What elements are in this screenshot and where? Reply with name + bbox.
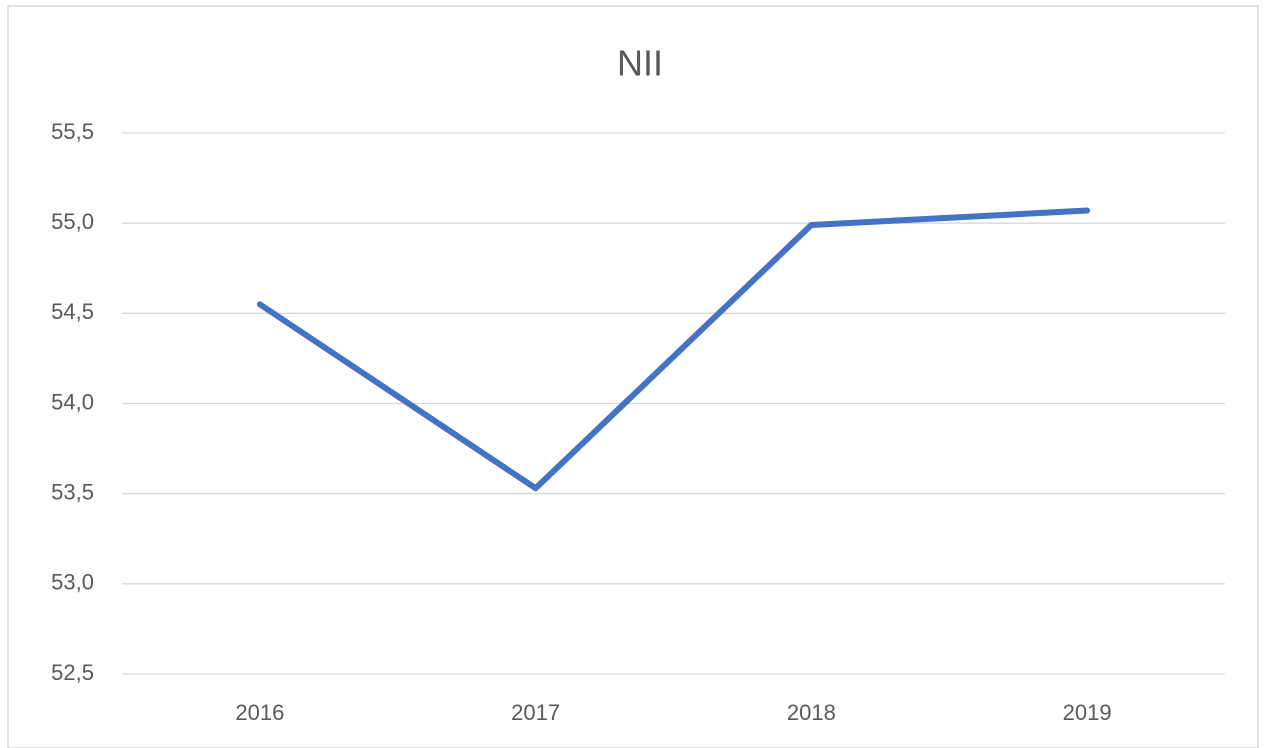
chart-title: NII (617, 43, 663, 84)
x-tick-label: 2016 (235, 700, 284, 725)
x-tick-label: 2019 (1063, 700, 1112, 725)
y-tick-label: 54,0 (51, 389, 94, 414)
y-tick-label: 55,5 (51, 119, 94, 144)
y-tick-label: 54,5 (51, 299, 94, 324)
x-tick-label: 2018 (787, 700, 836, 725)
y-tick-label: 53,0 (51, 570, 94, 595)
y-tick-label: 55,0 (51, 209, 94, 234)
x-tick-label: 2017 (511, 700, 560, 725)
data-line (256, 207, 1091, 492)
y-tick-label: 52,5 (51, 660, 94, 685)
y-tick-label: 53,5 (51, 479, 94, 504)
chart-frame (7, 5, 1259, 748)
